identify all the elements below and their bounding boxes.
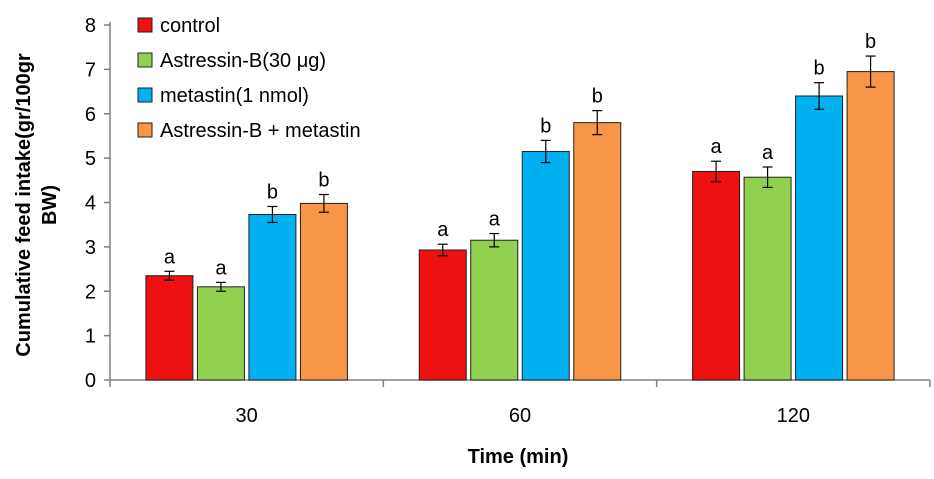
significance-label: a [762, 142, 774, 164]
y-axis-title-line: Cumulative feed intake(gr/100gr [13, 53, 35, 357]
bar [692, 170, 741, 381]
significance-label: b [592, 86, 603, 108]
bar [248, 213, 297, 381]
significance-label: b [865, 31, 876, 53]
legend-swatch [137, 17, 153, 33]
bar [145, 275, 194, 381]
legend-label: control [160, 15, 220, 37]
y-tick-label: 4 [85, 193, 96, 215]
y-tick-label: 6 [85, 104, 96, 126]
bar [470, 239, 519, 381]
bar [846, 71, 895, 381]
bar [743, 176, 792, 381]
y-tick-label: 3 [85, 237, 96, 259]
significance-label: a [711, 136, 723, 158]
legend-label: metastin(1 nmol) [160, 85, 309, 107]
significance-label: a [215, 257, 227, 279]
bar [573, 122, 622, 381]
legend-label: Astressin-B + metastin [160, 120, 361, 142]
x-tick-label: 30 [236, 405, 258, 427]
y-ticks: 0 1 2 3 4 5 6 7 8 [85, 15, 110, 392]
x-tick-label: 120 [777, 405, 810, 427]
x-axis-title: Time (min) [468, 446, 569, 468]
y-tick-label: 2 [85, 281, 96, 303]
y-tick-label: 1 [85, 326, 96, 348]
y-axis-title: Cumulative feed intake(gr/100gr BW) [13, 53, 61, 357]
y-tick-label: 0 [85, 370, 96, 392]
legend-label: Astressin-B(30 μg) [160, 50, 326, 72]
y-tick-label: 5 [85, 148, 96, 170]
legend: control Astressin-B(30 μg) metastin(1 nmol… [137, 15, 361, 142]
significance-label: a [489, 209, 501, 231]
significance-label: a [164, 246, 176, 268]
significance-label: b [540, 115, 551, 137]
bar [521, 150, 570, 381]
y-axis-title-text: Cumulative feed intake(gr/100gr BW) [13, 53, 61, 357]
bar [418, 249, 467, 381]
axes [109, 22, 930, 381]
significance-label: b [267, 181, 278, 203]
significance-label: b [814, 58, 825, 80]
legend-swatch [137, 52, 153, 68]
bars: a a b b a a b b a a b b [145, 31, 895, 381]
significance-label: a [437, 219, 449, 241]
x-tick-label: 60 [509, 405, 531, 427]
legend-swatch [137, 122, 153, 138]
legend-swatch [137, 87, 153, 103]
x-ticks: 30 60 120 [109, 380, 931, 427]
significance-label: b [318, 170, 329, 192]
y-tick-label: 7 [85, 59, 96, 81]
y-axis-title-line: BW) [39, 185, 61, 225]
y-tick-label: 8 [85, 15, 96, 37]
bar [299, 202, 348, 381]
bar [196, 286, 245, 381]
bar [795, 95, 844, 381]
